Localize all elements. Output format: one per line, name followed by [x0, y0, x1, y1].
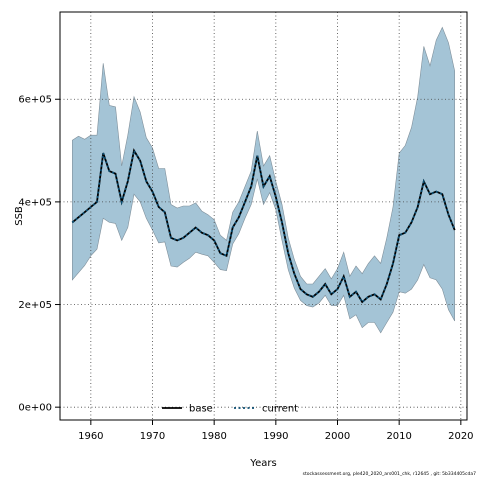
y-tick-label-0: 0e+00: [18, 403, 52, 414]
x-tick-label-2010: 2010: [386, 431, 411, 442]
axis-layer: 1960 1970 1980 1990 2000 2010 2020 0e+00 2e+05 4e…: [18, 95, 473, 442]
x-tick-label-1980: 1980: [201, 431, 226, 442]
confidence-band-layer: [72, 26, 455, 334]
x-tick-label-1990: 1990: [263, 431, 288, 442]
x-tick-label-2000: 2000: [325, 431, 350, 442]
confidence-band: [72, 26, 455, 334]
x-axis-label: Years: [249, 458, 276, 469]
series-layer: [71, 148, 456, 304]
x-tick-label-2020: 2020: [448, 431, 473, 442]
y-tick-label-3: 6e+05: [18, 95, 52, 106]
grid-layer: [60, 12, 467, 420]
legend: base current: [162, 404, 298, 415]
x-tick-label-1970: 1970: [140, 431, 165, 442]
x-tick-label-1960: 1960: [78, 431, 103, 442]
y-axis-label: SSB: [14, 206, 25, 226]
footnote: stockassessment.org, ple420_2020_ars001_…: [302, 472, 476, 477]
y-tick-label-2: 4e+05: [18, 197, 52, 208]
legend-entry-base: base: [189, 404, 213, 415]
legend-entry-current: current: [262, 404, 298, 415]
series-line-current: [71, 148, 456, 304]
plot-frame: [59, 11, 468, 421]
y-tick-label-1: 2e+05: [18, 300, 52, 311]
